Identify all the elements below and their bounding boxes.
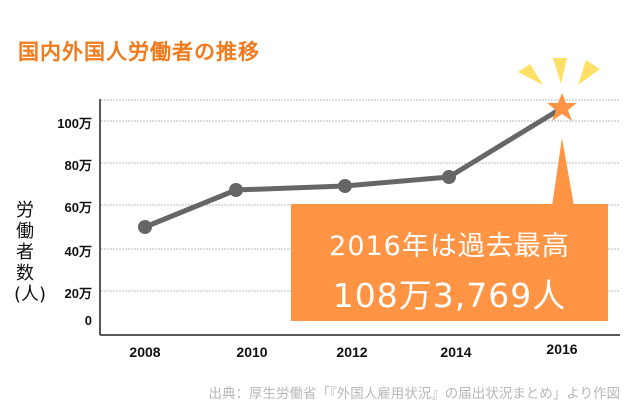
y-axis-label: 労働者数(人) bbox=[14, 200, 47, 305]
star-icon bbox=[547, 93, 577, 121]
y-tick-0: 0 bbox=[84, 313, 92, 328]
callout-value: 108万3,769人 bbox=[332, 276, 567, 315]
record-callout: 2016年は過去最高 108万3,769人 bbox=[291, 204, 608, 321]
y-tick-80man: 80万 bbox=[64, 158, 92, 173]
x-tick-2010: 2010 bbox=[236, 344, 268, 360]
callout-pointer bbox=[552, 138, 574, 206]
x-tick-2008: 2008 bbox=[129, 344, 161, 360]
y-tick-20man: 20万 bbox=[64, 286, 92, 301]
chart-title: 国内外国人労働者の推移 bbox=[18, 40, 260, 64]
y-tick-40man: 40万 bbox=[64, 244, 92, 259]
x-tick-2016: 2016 bbox=[546, 341, 578, 357]
source-note: 出典：厚生労働省「『外国人雇用状況』の届出状況まとめ」より作図 bbox=[208, 386, 620, 402]
x-tick-2012: 2012 bbox=[336, 344, 368, 360]
y-tick-100man: 100万 bbox=[57, 116, 92, 131]
sparkle-icon bbox=[518, 58, 600, 85]
callout-headline: 2016年は過去最高 bbox=[329, 231, 570, 262]
data-points bbox=[138, 170, 456, 234]
y-tick-60man: 60万 bbox=[64, 200, 92, 215]
x-tick-2014: 2014 bbox=[440, 344, 472, 360]
